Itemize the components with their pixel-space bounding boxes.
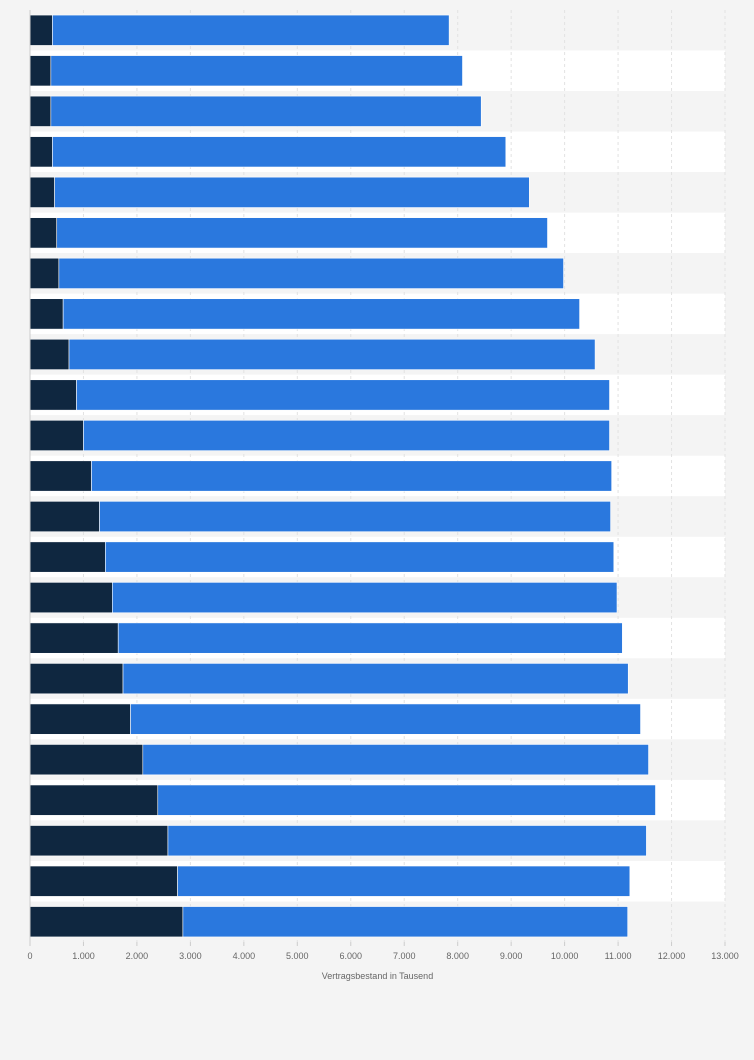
x-tick-label: 6.000	[340, 951, 363, 961]
bar-segment-series-2	[68, 338, 596, 370]
bar-segment-series-2	[52, 14, 450, 46]
bar-segment-series-1	[29, 257, 60, 289]
bar-segment-series-2	[167, 825, 647, 857]
bar-segment-series-1	[29, 298, 64, 330]
x-tick-labels: 0 1.000 2.000 3.000 4.000 5.000 6.000 7.000 8.00…	[27, 942, 739, 961]
x-tick-label: 8.000	[446, 951, 469, 961]
bar-segment-series-2	[117, 622, 623, 654]
bar-segment-series-2	[182, 906, 628, 938]
x-tick-label: 5.000	[286, 951, 309, 961]
bar-segment-series-1	[29, 501, 100, 533]
bar-segment-series-2	[130, 703, 641, 735]
bar-segment-series-2	[91, 460, 612, 492]
bar-segment-series-1	[29, 55, 52, 87]
bar-segment-series-2	[112, 582, 618, 614]
bar-segment-series-2	[58, 257, 564, 289]
bar-segment-series-2	[56, 217, 548, 249]
bar-segment-series-2	[122, 663, 629, 695]
bar-segment-series-1	[29, 784, 159, 816]
x-tick-label: 0	[27, 951, 32, 961]
bar-segment-series-2	[52, 136, 507, 168]
x-tick-label: 1.000	[72, 951, 95, 961]
bar-segment-series-1	[29, 825, 169, 857]
bar-segment-series-1	[29, 14, 53, 46]
bar-segment-series-2	[54, 176, 530, 208]
x-tick-label: 3.000	[179, 951, 202, 961]
bar-segment-series-2	[76, 379, 610, 411]
bar-segment-series-2	[157, 784, 656, 816]
x-tick-label: 13.000	[711, 951, 739, 961]
bar-segment-series-1	[29, 136, 53, 168]
bar-segment-series-1	[29, 460, 92, 492]
bar-segment-series-1	[29, 744, 144, 776]
bar-segment-series-2	[105, 541, 615, 573]
bar-segment-series-2	[99, 501, 611, 533]
bars	[29, 14, 656, 938]
bar-segment-series-2	[62, 298, 580, 330]
bar-segment-series-1	[29, 622, 119, 654]
x-tick-label: 9.000	[500, 951, 523, 961]
bar-segment-series-1	[29, 865, 178, 897]
bar-segment-series-2	[142, 744, 649, 776]
bar-segment-series-1	[29, 217, 58, 249]
bar-segment-series-1	[29, 541, 106, 573]
x-tick-label: 11.000	[605, 951, 632, 961]
bar-segment-series-2	[83, 419, 610, 451]
bar-segment-series-1	[29, 176, 55, 208]
bar-segment-series-2	[177, 865, 631, 897]
x-tick-label: 7.000	[393, 951, 416, 961]
bar-segment-series-1	[29, 419, 84, 451]
x-tick-label: 4.000	[233, 951, 256, 961]
bar-segment-series-1	[29, 582, 113, 614]
bar-segment-series-2	[50, 95, 482, 127]
bar-segment-series-1	[29, 95, 52, 127]
bar-segment-series-1	[29, 379, 77, 411]
bar-segment-series-1	[29, 338, 70, 370]
x-tick-label: 2.000	[126, 951, 149, 961]
x-axis-title: Vertragsbestand in Tausend	[322, 971, 433, 981]
x-tick-label: 12.000	[658, 951, 686, 961]
bar-segment-series-2	[50, 55, 463, 87]
bar-segment-series-1	[29, 906, 184, 938]
bar-segment-series-1	[29, 663, 124, 695]
x-tick-label: 10.000	[551, 951, 579, 961]
bar-segment-series-1	[29, 703, 131, 735]
